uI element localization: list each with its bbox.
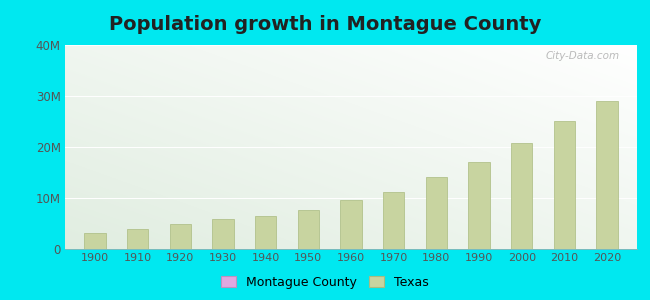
Bar xyxy=(170,224,191,249)
Bar xyxy=(554,121,575,249)
Legend: Montague County, Texas: Montague County, Texas xyxy=(216,271,434,294)
Bar xyxy=(597,101,618,249)
Bar xyxy=(298,210,319,249)
Bar xyxy=(255,216,276,249)
Text: Population growth in Montague County: Population growth in Montague County xyxy=(109,15,541,34)
Bar xyxy=(426,177,447,249)
Bar xyxy=(213,219,233,249)
Bar xyxy=(341,200,361,249)
Bar xyxy=(469,162,489,249)
Bar xyxy=(127,229,148,249)
Bar xyxy=(511,143,532,249)
Bar xyxy=(383,192,404,249)
Bar xyxy=(84,233,105,249)
Text: City-Data.com: City-Data.com xyxy=(546,51,620,61)
